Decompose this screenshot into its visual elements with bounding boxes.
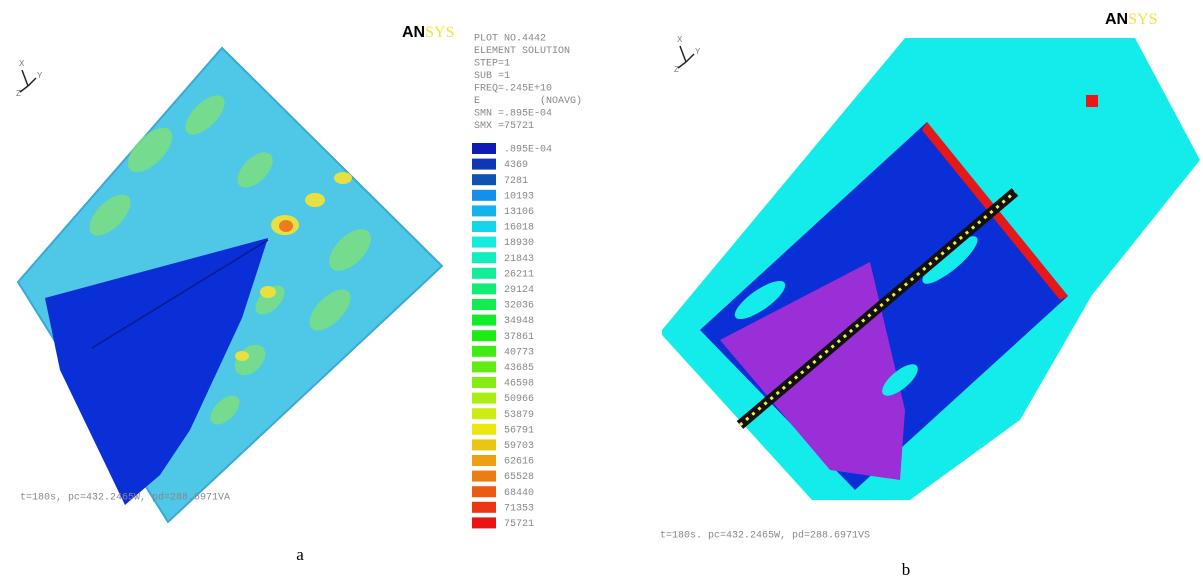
legend-swatch bbox=[472, 439, 496, 451]
legend-label: 68440 bbox=[504, 488, 534, 499]
legend-swatch bbox=[472, 361, 496, 373]
legend-swatch bbox=[472, 205, 496, 217]
legend-label: 37861 bbox=[504, 332, 534, 343]
legend-label: 59703 bbox=[504, 441, 534, 452]
plot-info: ELEMENT SOLUTION bbox=[474, 46, 570, 57]
axis-line bbox=[27, 77, 37, 87]
legend-swatch bbox=[472, 408, 496, 420]
legend-label: 65528 bbox=[504, 472, 534, 483]
caption: b bbox=[902, 560, 911, 579]
plot-info: SMX =75721 bbox=[474, 121, 534, 132]
legend-swatch bbox=[472, 299, 496, 310]
legend-swatch bbox=[472, 174, 496, 186]
plot-info: E (NOAVG) bbox=[474, 95, 582, 107]
legend-label: 46598 bbox=[504, 379, 534, 390]
logo: ANSYS bbox=[1105, 11, 1157, 29]
logo-light: SYS bbox=[1128, 11, 1157, 28]
legend-label: 4369 bbox=[504, 160, 528, 171]
legend-swatch bbox=[472, 314, 496, 326]
legend-label: 34948 bbox=[504, 316, 534, 327]
logo-bold: AN bbox=[402, 24, 425, 41]
logo-light: SYS bbox=[425, 24, 454, 41]
footer: t=180s, pc=432.2465W, pd=288.6971VA bbox=[20, 492, 230, 504]
legend-swatch bbox=[472, 189, 496, 201]
legend-swatch bbox=[472, 330, 496, 342]
legend-label: 53879 bbox=[504, 410, 534, 421]
legend-swatch bbox=[472, 158, 496, 170]
legend-label: 32036 bbox=[504, 301, 534, 312]
legend-swatch bbox=[472, 267, 496, 279]
legend-swatch bbox=[472, 377, 496, 388]
plot-info: SMN =.895E-04 bbox=[474, 109, 552, 120]
axis-label: Y bbox=[37, 71, 43, 80]
axis-line bbox=[19, 85, 29, 93]
axis-label: Z bbox=[16, 89, 21, 98]
legend-swatch bbox=[472, 517, 496, 529]
legend-swatch bbox=[472, 486, 496, 498]
legend-label: 7281 bbox=[504, 176, 528, 187]
legend-label: 62616 bbox=[504, 457, 534, 468]
legend-label: 71353 bbox=[504, 503, 534, 514]
legend-label: 26211 bbox=[504, 269, 534, 280]
axis-line bbox=[685, 53, 695, 63]
legend-label: 43685 bbox=[504, 363, 534, 374]
axis-line bbox=[677, 61, 687, 69]
legend-swatch bbox=[472, 501, 496, 513]
legend-label: 16018 bbox=[504, 223, 534, 234]
legend-swatch bbox=[472, 221, 496, 232]
plot-info: PLOT NO.4442 bbox=[474, 34, 546, 45]
legend-swatch bbox=[472, 345, 496, 357]
caption: a bbox=[296, 545, 304, 564]
legend-swatch bbox=[472, 143, 496, 154]
plot-info: SUB =1 bbox=[474, 71, 510, 82]
legend-label: 13106 bbox=[504, 207, 534, 218]
logo: ANSYS bbox=[402, 24, 454, 42]
legend-swatch bbox=[472, 392, 496, 404]
axis-label: Z bbox=[674, 65, 679, 74]
legend-swatch bbox=[472, 470, 496, 482]
logo-bold: AN bbox=[1105, 11, 1128, 28]
plot-a bbox=[16, 46, 444, 524]
axis-label: X bbox=[677, 35, 683, 44]
legend-label: 75721 bbox=[504, 519, 534, 530]
plot-b bbox=[662, 38, 1200, 500]
legend-label: 50966 bbox=[504, 394, 534, 405]
footer: t=180s. pc=432.2465W, pd=288.6971VS bbox=[660, 530, 870, 542]
legend-swatch bbox=[472, 455, 496, 466]
legend-label: .895E-04 bbox=[504, 145, 552, 156]
legend-swatch bbox=[472, 423, 496, 435]
axis-line bbox=[679, 45, 687, 63]
plot-info: FREQ=.245E+10 bbox=[474, 84, 552, 95]
legend-label: 56791 bbox=[504, 425, 534, 436]
legend-label: 21843 bbox=[504, 254, 534, 265]
legend-swatch bbox=[472, 236, 496, 248]
axis-label: X bbox=[19, 59, 25, 68]
legend-swatch bbox=[472, 283, 496, 295]
legend-label: 29124 bbox=[504, 285, 534, 296]
axis-line bbox=[21, 69, 29, 87]
legend-label: 40773 bbox=[504, 347, 534, 358]
legend-label: 18930 bbox=[504, 238, 534, 249]
legend-swatch bbox=[472, 252, 496, 264]
plot-info: STEP=1 bbox=[474, 59, 510, 70]
legend-label: 10193 bbox=[504, 191, 534, 202]
axis-label: Y bbox=[695, 47, 701, 56]
